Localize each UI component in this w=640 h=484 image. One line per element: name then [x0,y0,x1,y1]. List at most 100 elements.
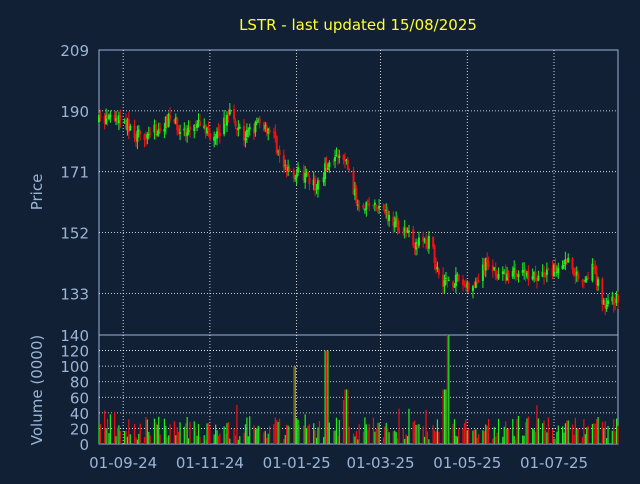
candle-body [551,268,554,276]
candle-body [167,114,170,127]
candle-body [267,128,270,134]
candle-body [272,131,275,133]
candle-body [103,116,106,124]
candle-body [427,235,430,249]
candle-body [353,189,356,196]
candle-body [194,124,197,128]
candle-body [224,117,227,125]
candle-body [208,132,211,140]
candle-body [139,130,142,135]
candle-body [487,261,490,267]
candle-body [248,127,251,130]
volume-tick-label: 60 [70,389,89,407]
candle-body [284,164,287,166]
candle-body [198,121,201,127]
x-tick-label: 01-07-25 [520,454,588,472]
candle-body [117,115,120,124]
candle-body [496,275,499,279]
candle-body [262,123,265,131]
x-tick-label: 01-03-25 [346,454,414,472]
candle-body [164,116,167,129]
price-plot-frame [98,49,619,336]
candle-body [523,270,526,272]
candle-body [477,281,480,283]
candle-body [484,258,487,271]
candle-body [373,202,376,206]
candle-body [506,273,509,281]
candle-body [157,128,160,134]
candle-body [363,209,366,211]
candle-body [227,114,230,116]
candle-body [133,125,136,139]
candle-body [615,293,618,303]
candle-body [304,173,307,183]
candle-body [582,280,585,282]
candle-body [525,272,528,277]
candle-body [426,242,429,249]
candle-body [565,260,568,262]
candle-body [531,275,534,280]
candle-body [543,272,546,278]
candle-body [336,154,339,158]
candle-body [516,273,519,277]
candle-body [137,129,140,132]
candle-body [611,296,614,302]
candle-body [575,271,578,276]
candle-body [452,281,455,287]
candle-body [591,263,594,281]
candle-body [368,203,371,207]
candle-body [501,271,504,275]
candle-body [376,208,379,210]
candle-body [417,237,420,246]
candle-body [587,278,590,280]
candle-body [244,138,247,141]
candle-body [533,271,536,276]
candle-body [471,286,474,292]
candle-body [116,119,119,123]
candle-body [562,265,565,267]
candle-body [474,281,477,288]
candle-body [292,170,295,178]
candle-body [288,168,291,172]
candle-body [106,114,109,119]
candle-body [572,268,575,276]
candle-body [214,137,217,139]
candle-body [433,245,436,263]
candle-body [554,264,557,272]
candle-body [343,159,346,161]
candle-body [547,269,550,271]
candle-body [457,274,460,281]
candle-body [338,155,341,158]
candle-body [494,269,497,276]
candle-body [415,242,418,250]
candle-body [597,279,600,286]
candle-body [511,271,514,277]
volume-tick-label: 140 [60,327,89,345]
candle-body [585,277,588,281]
candle-body [617,295,619,303]
candle-body [193,124,196,131]
candle-body [207,127,210,132]
candle-body [447,280,450,282]
candle-body [307,171,310,177]
candle-body [443,280,446,287]
candle-body [305,172,308,176]
candle-body [355,188,358,204]
candle-body [127,119,130,133]
candle-body [392,216,395,226]
candle-body [614,303,617,305]
candle-body [553,264,556,277]
x-tick-label: 01-11-24 [176,454,244,472]
candle-body [174,117,177,124]
candle-body [497,274,500,279]
candle-body [308,177,311,185]
candle-body [298,169,301,171]
price-tick-label: 152 [60,225,89,243]
candle-body [425,240,428,244]
candle-body [125,119,128,129]
candle-body [463,284,466,286]
candle-body [422,236,425,243]
candle-body [527,271,530,281]
candle-body [396,217,399,230]
